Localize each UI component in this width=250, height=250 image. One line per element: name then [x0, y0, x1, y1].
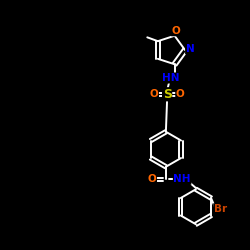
- Text: O: O: [148, 174, 156, 184]
- Text: HN: HN: [162, 73, 180, 83]
- Text: O: O: [150, 89, 158, 99]
- Text: Br: Br: [214, 204, 227, 214]
- Text: O: O: [172, 26, 180, 36]
- Text: O: O: [176, 89, 184, 99]
- Text: S: S: [163, 88, 172, 101]
- Text: N: N: [186, 44, 194, 54]
- Text: NH: NH: [174, 174, 191, 184]
